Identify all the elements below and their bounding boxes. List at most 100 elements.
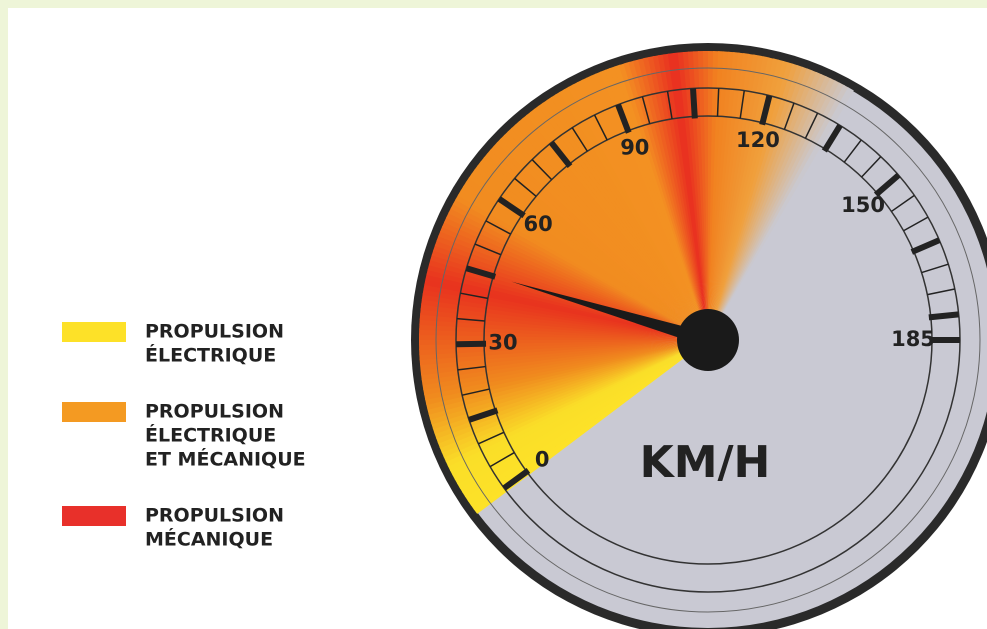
zone (493, 141, 708, 340)
zone (500, 134, 708, 340)
tick (468, 407, 499, 423)
legend-label: ET MÉCANIQUE (145, 448, 306, 471)
tick (861, 156, 882, 178)
zone (526, 111, 708, 340)
tick (910, 237, 941, 255)
tick (927, 288, 955, 296)
tick (921, 263, 949, 274)
zone (420, 340, 708, 376)
legend-label: PROPULSION (145, 505, 284, 527)
zone (464, 340, 708, 502)
zone (667, 52, 708, 340)
zone (507, 127, 708, 340)
tick (593, 114, 608, 141)
tick (489, 451, 515, 468)
zone (489, 145, 708, 340)
tick (716, 88, 720, 117)
zone (470, 340, 708, 510)
zone (427, 340, 708, 415)
zone (468, 172, 708, 340)
zone (496, 138, 708, 340)
zone (418, 338, 708, 346)
zone (419, 340, 708, 356)
zone (456, 340, 708, 489)
zone (554, 91, 708, 341)
zone (503, 131, 708, 340)
zone (682, 51, 708, 340)
zone (576, 79, 708, 340)
tick (456, 317, 485, 322)
zone (534, 105, 708, 340)
tick (461, 388, 490, 396)
legend-swatch (62, 506, 126, 526)
zone (618, 63, 708, 340)
zone (439, 340, 708, 453)
zone (462, 181, 708, 340)
tick (502, 468, 531, 491)
zone (559, 88, 708, 341)
tick (474, 243, 502, 256)
zone (604, 67, 708, 341)
tick (531, 159, 553, 181)
zone (590, 73, 708, 341)
zone (662, 53, 708, 340)
tick (890, 194, 915, 213)
tick (478, 431, 505, 445)
tick (571, 127, 588, 152)
scale-label: 150 (841, 193, 885, 217)
zone (421, 340, 708, 386)
zone (542, 99, 708, 340)
zone (546, 96, 708, 341)
zone (425, 340, 708, 406)
zone (423, 340, 708, 396)
legend-swatch (62, 322, 126, 342)
zone (708, 87, 854, 341)
zone (697, 51, 708, 340)
zone (585, 75, 708, 341)
tick (843, 139, 862, 163)
zone (473, 340, 708, 514)
zone (420, 340, 708, 381)
zone (441, 340, 708, 458)
zone (483, 153, 708, 340)
needle (511, 281, 710, 347)
zone (538, 102, 708, 340)
tick (549, 140, 573, 168)
zone (431, 340, 708, 430)
zone (419, 340, 708, 361)
scale-label: 0 (535, 447, 550, 471)
zone (419, 340, 708, 366)
zone (702, 51, 710, 340)
zone (522, 114, 708, 340)
zone (477, 160, 708, 340)
zone (642, 57, 708, 340)
zone (435, 340, 708, 444)
zone (687, 51, 708, 340)
scale-label: 60 (524, 212, 553, 236)
tick (615, 103, 632, 134)
zone (419, 340, 708, 371)
zone (445, 340, 708, 467)
zone (452, 198, 708, 340)
zone (657, 54, 708, 341)
zone (647, 56, 708, 340)
zone (434, 340, 708, 439)
zone (419, 340, 708, 351)
zone (428, 340, 708, 420)
zone (550, 94, 708, 340)
tick (759, 94, 773, 126)
zone (429, 340, 708, 425)
zone (595, 71, 708, 341)
zone (518, 117, 708, 341)
zone (455, 194, 708, 340)
zone (514, 120, 708, 341)
zone (465, 177, 708, 340)
scale-label: 185 (891, 327, 935, 351)
zone (677, 51, 708, 340)
ring (435, 67, 981, 613)
zone (443, 340, 708, 463)
zone (426, 340, 708, 410)
tick (666, 91, 673, 120)
zone (692, 51, 708, 341)
